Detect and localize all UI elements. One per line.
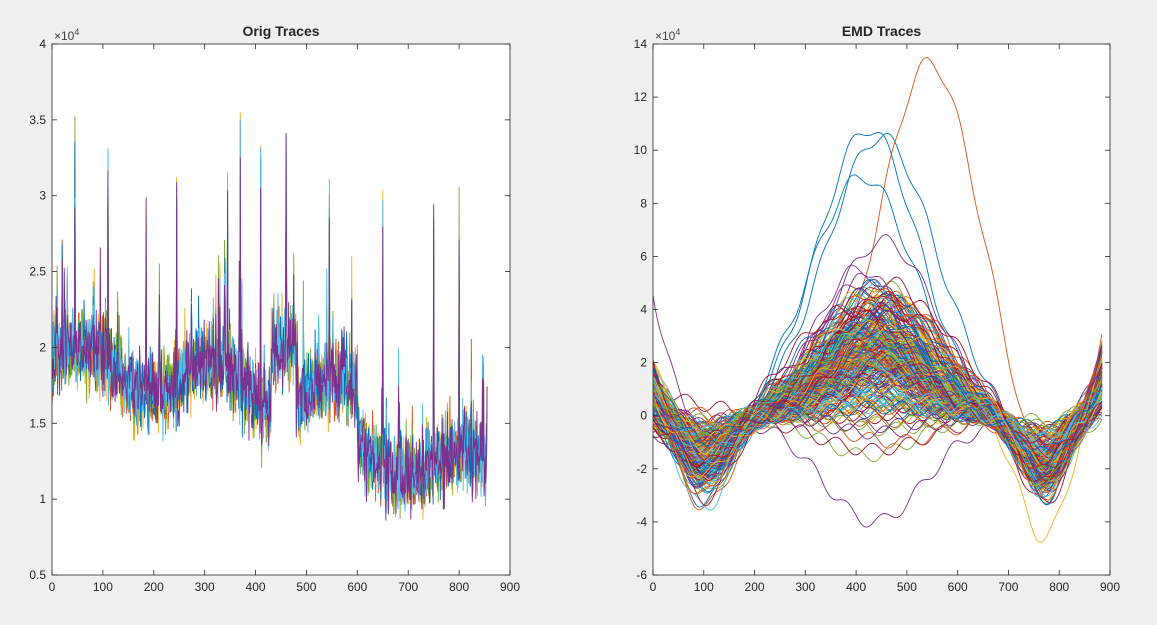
emd-x-tick-label: 800 xyxy=(1049,580,1069,594)
orig-y-tick-label: 1.5 xyxy=(29,416,46,430)
orig-x-tick-label: 500 xyxy=(296,580,316,594)
emd-trace-line xyxy=(653,360,1103,443)
emd-trace-line xyxy=(653,337,1103,490)
orig-y-tick-label: 0.5 xyxy=(29,568,46,582)
emd-y-tick-label: 2 xyxy=(640,356,647,370)
orig-x-tick-label: 900 xyxy=(500,580,520,594)
orig-x-tick-label: 800 xyxy=(449,580,469,594)
orig-x-tick-label: 300 xyxy=(195,580,215,594)
emd-traces-plot[interactable]: 0 100 200 300 400 500 600 700 800 900 -6 -4 -2 0 2 4 6 8 1… xyxy=(634,23,1121,594)
emd-x-tick-label: 500 xyxy=(897,580,917,594)
emd-x-tick-label: 900 xyxy=(1100,580,1120,594)
emd-trace-line xyxy=(653,310,1102,468)
emd-trace-line xyxy=(653,349,1103,469)
emd-trace-line xyxy=(653,57,1103,511)
emd-title: EMD Traces xyxy=(842,23,922,39)
emd-trace-line xyxy=(653,367,1103,478)
orig-plot-area xyxy=(52,44,510,575)
emd-y-tick-label: -2 xyxy=(636,462,647,476)
orig-y-exponent-label: ×104 xyxy=(54,27,79,43)
emd-x-tick-label: 200 xyxy=(745,580,765,594)
orig-x-tick-label: 100 xyxy=(93,580,113,594)
emd-trace-line xyxy=(653,366,1103,476)
emd-trace-line xyxy=(653,323,1103,478)
emd-trace-line xyxy=(653,366,1103,475)
emd-trace-line xyxy=(653,357,1103,483)
emd-x-tick-label: 300 xyxy=(795,580,815,594)
emd-trace-line xyxy=(653,328,1103,468)
emd-x-tick-label: 600 xyxy=(948,580,968,594)
orig-y-tick-label: 3 xyxy=(39,189,46,203)
orig-x-tick-label: 200 xyxy=(144,580,164,594)
orig-y-tick-label: 3.5 xyxy=(29,113,46,127)
orig-x-tick-label: 600 xyxy=(347,580,367,594)
orig-x-tick-label: 700 xyxy=(398,580,418,594)
emd-x-tick-label: 100 xyxy=(694,580,714,594)
emd-y-tick-label: 0 xyxy=(640,409,647,423)
emd-y-tick-label: 4 xyxy=(640,303,647,317)
orig-y-tick-label: 2.5 xyxy=(29,265,46,279)
orig-y-tick-label: 2 xyxy=(39,340,46,354)
emd-y-tick-label: 8 xyxy=(640,196,647,210)
emd-y-tick-label: -6 xyxy=(636,568,647,582)
emd-x-tick-label: 0 xyxy=(650,580,657,594)
emd-y-tick-label: -4 xyxy=(636,515,647,529)
orig-trace-line xyxy=(52,133,488,521)
orig-axes-box xyxy=(51,43,511,576)
orig-traces-plot[interactable]: 0 100 200 300 400 500 600 700 800 900 0.5 1 1.5 2 2.5 3… xyxy=(29,23,520,594)
emd-y-exponent-label: ×104 xyxy=(655,27,680,43)
emd-y-tick-label: 6 xyxy=(640,249,647,263)
emd-x-tick-label: 400 xyxy=(846,580,866,594)
emd-y-tick-label: 12 xyxy=(634,90,648,104)
emd-trace-line xyxy=(653,376,1103,463)
emd-x-tick-label: 700 xyxy=(998,580,1018,594)
orig-y-tick-label: 4 xyxy=(39,37,46,51)
orig-x-tick-label: 400 xyxy=(246,580,266,594)
emd-trace-line xyxy=(653,349,1103,449)
emd-y-tick-label: 14 xyxy=(634,37,648,51)
emd-trace-line xyxy=(653,330,1103,476)
emd-trace-line xyxy=(653,383,1103,454)
orig-traces xyxy=(52,112,488,521)
orig-title: Orig Traces xyxy=(242,23,319,39)
emd-y-tick-label: 10 xyxy=(634,143,648,157)
orig-x-tick-label: 0 xyxy=(49,580,56,594)
emd-traces xyxy=(653,57,1103,543)
emd-trace-line xyxy=(653,369,1103,437)
orig-y-tick-label: 1 xyxy=(39,492,46,506)
emd-trace-line xyxy=(653,377,1103,463)
